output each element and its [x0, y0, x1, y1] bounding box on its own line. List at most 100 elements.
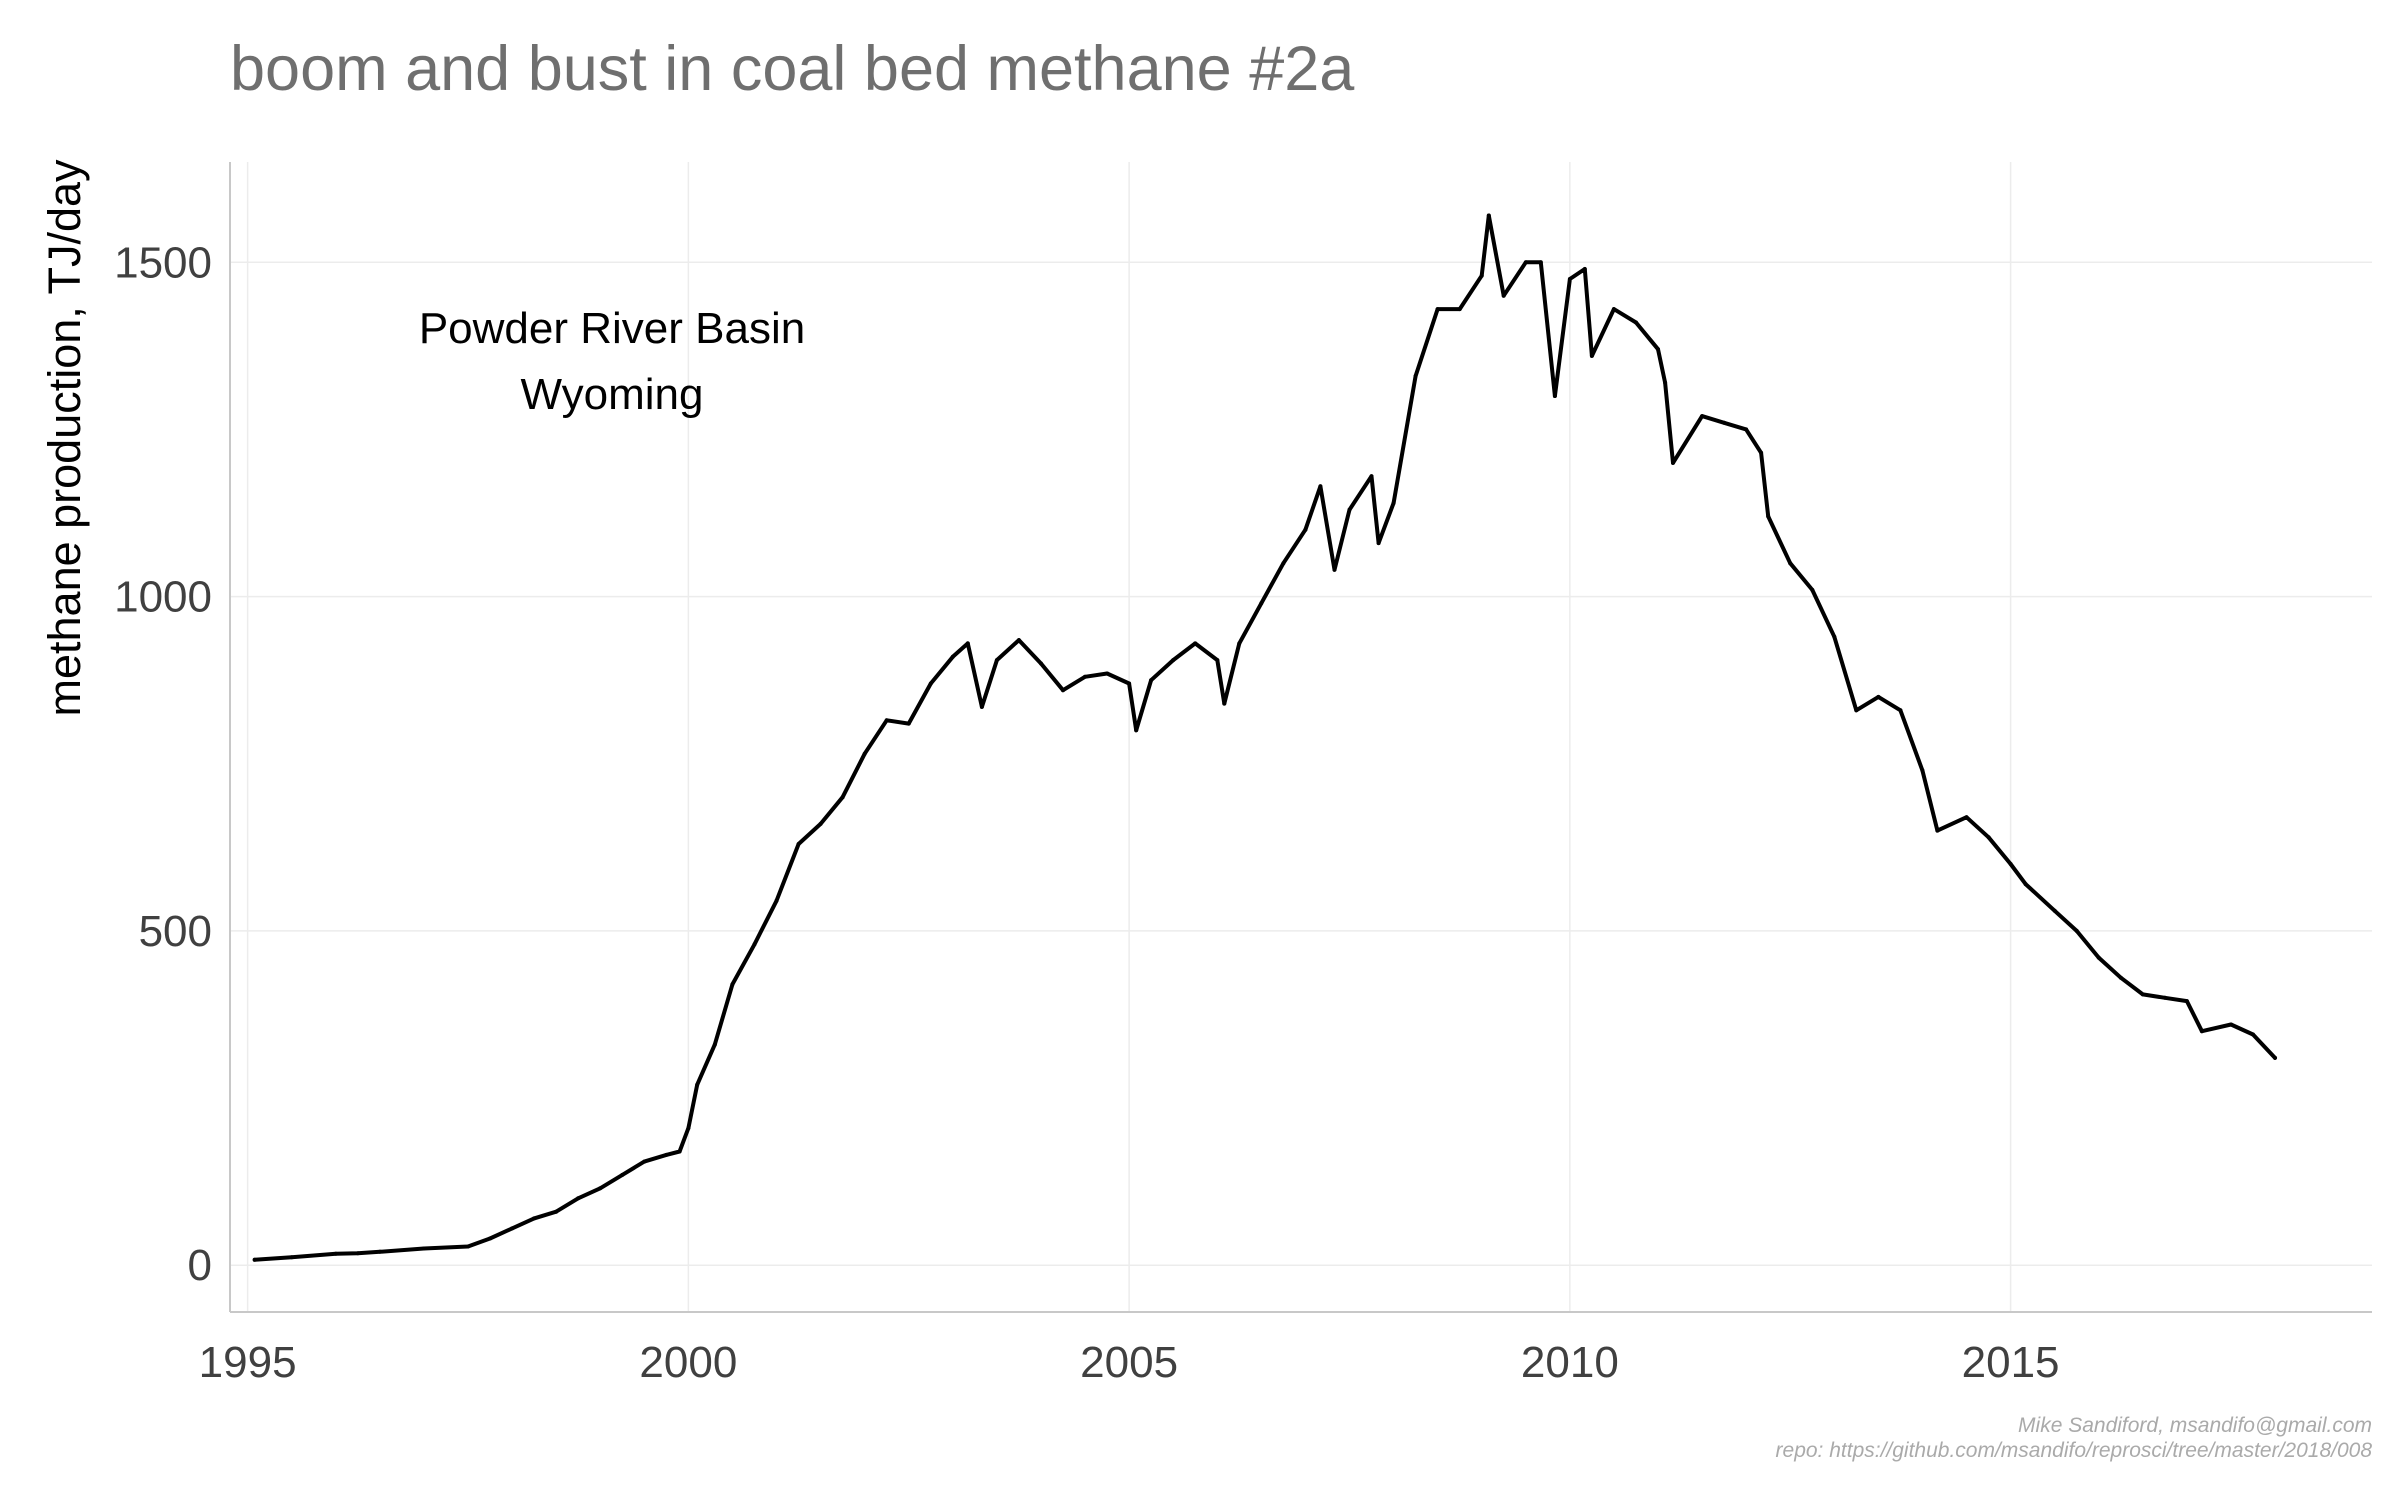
data-point — [1582, 267, 1587, 271]
data-point — [2074, 928, 2079, 933]
data-point — [355, 1251, 360, 1256]
data-point — [1347, 507, 1352, 512]
data-point — [1215, 658, 1220, 663]
data-point — [1061, 688, 1065, 693]
data-point — [252, 1257, 257, 1262]
data-point — [818, 821, 823, 826]
x-tick-label: 2005 — [1080, 1338, 1178, 1387]
data-point — [965, 641, 970, 646]
data-point — [1281, 561, 1286, 566]
x-tick-label: 2010 — [1521, 1338, 1619, 1387]
data-point — [1700, 414, 1705, 419]
data-point — [642, 1159, 647, 1164]
data-point — [333, 1251, 338, 1256]
data-point — [774, 898, 779, 903]
data-point — [1479, 273, 1484, 278]
data-point — [1538, 260, 1543, 265]
data-point — [1986, 835, 1991, 840]
data-point — [1376, 541, 1381, 546]
data-point — [488, 1236, 492, 1241]
data-point — [421, 1246, 426, 1251]
y-tick-label: 0 — [188, 1241, 212, 1290]
data-point — [1016, 638, 1021, 643]
data-point — [686, 1126, 691, 1131]
data-point — [1634, 320, 1638, 325]
annotation-basin: Powder River Basin — [419, 304, 805, 353]
data-point — [730, 982, 735, 987]
data-point — [2184, 999, 2189, 1004]
data-point — [1876, 694, 1881, 699]
data-point — [1435, 307, 1440, 312]
data-point — [1854, 708, 1859, 713]
data-point — [2199, 1029, 2204, 1034]
data-point — [1810, 587, 1815, 592]
data-point — [598, 1186, 603, 1191]
data-point — [862, 751, 867, 756]
data-point — [1039, 661, 1043, 666]
data-point — [1567, 277, 1572, 281]
y-tick-label: 500 — [139, 907, 212, 956]
data-point — [1523, 260, 1528, 265]
data-point — [695, 1082, 700, 1087]
data-point — [1457, 307, 1462, 312]
data-point — [1722, 420, 1727, 425]
data-point — [796, 842, 801, 846]
data-point — [289, 1255, 294, 1260]
data-point — [2052, 908, 2057, 913]
data-point — [1744, 427, 1749, 432]
data-point — [620, 1172, 625, 1177]
y-ticks: 0 500 1000 1500 — [114, 238, 212, 1290]
data-point — [532, 1216, 537, 1221]
data-point — [1759, 450, 1764, 455]
annotation-state: Wyoming — [521, 370, 704, 419]
data-point — [1611, 307, 1616, 312]
data-point — [1127, 681, 1132, 686]
x-tick-label: 1995 — [199, 1338, 297, 1387]
data-point — [1303, 527, 1308, 532]
data-point — [466, 1244, 470, 1249]
data-point — [1318, 484, 1323, 489]
data-point — [950, 654, 955, 659]
chart-title: boom and bust in coal bed methane #2a — [230, 34, 1355, 104]
y-tick-label: 1000 — [114, 573, 212, 622]
caption-author: Mike Sandiford, msandifo@gmail.com — [2018, 1414, 2372, 1437]
data-point — [1501, 293, 1506, 298]
data-point — [677, 1149, 682, 1154]
data-point — [2229, 1022, 2233, 1027]
caption-repo: repo: https://github.com/msandifo/repros… — [1776, 1439, 2373, 1462]
data-point — [576, 1196, 581, 1201]
data-point — [1671, 460, 1675, 465]
data-point — [2023, 882, 2028, 887]
data-point — [1149, 678, 1154, 683]
data-point — [1222, 701, 1227, 706]
data-point — [1663, 380, 1668, 385]
data-point — [884, 718, 889, 723]
data-point — [1369, 474, 1374, 479]
data-point — [1552, 394, 1557, 398]
data-point — [994, 658, 999, 663]
data-point — [2251, 1032, 2255, 1037]
data-point — [979, 704, 984, 709]
data-point — [712, 1042, 717, 1047]
data-point — [2118, 975, 2123, 980]
data-point — [1898, 708, 1903, 713]
data-point — [1259, 601, 1264, 606]
y-tick-label: 1500 — [114, 238, 212, 287]
data-point — [510, 1226, 515, 1231]
data-point — [1964, 815, 1969, 820]
data-point — [752, 942, 757, 947]
data-point — [2140, 992, 2145, 997]
data-point — [840, 795, 845, 800]
data-point — [1083, 674, 1087, 679]
data-point — [2273, 1055, 2277, 1060]
data-point — [1589, 353, 1594, 358]
data-point — [1920, 768, 1925, 773]
data-point — [2008, 862, 2013, 866]
data-point — [1134, 728, 1139, 733]
data-point — [1171, 658, 1176, 663]
data-point — [1788, 561, 1793, 566]
data-point — [1237, 641, 1242, 646]
data-point — [928, 681, 933, 686]
data-point — [2162, 995, 2167, 1000]
